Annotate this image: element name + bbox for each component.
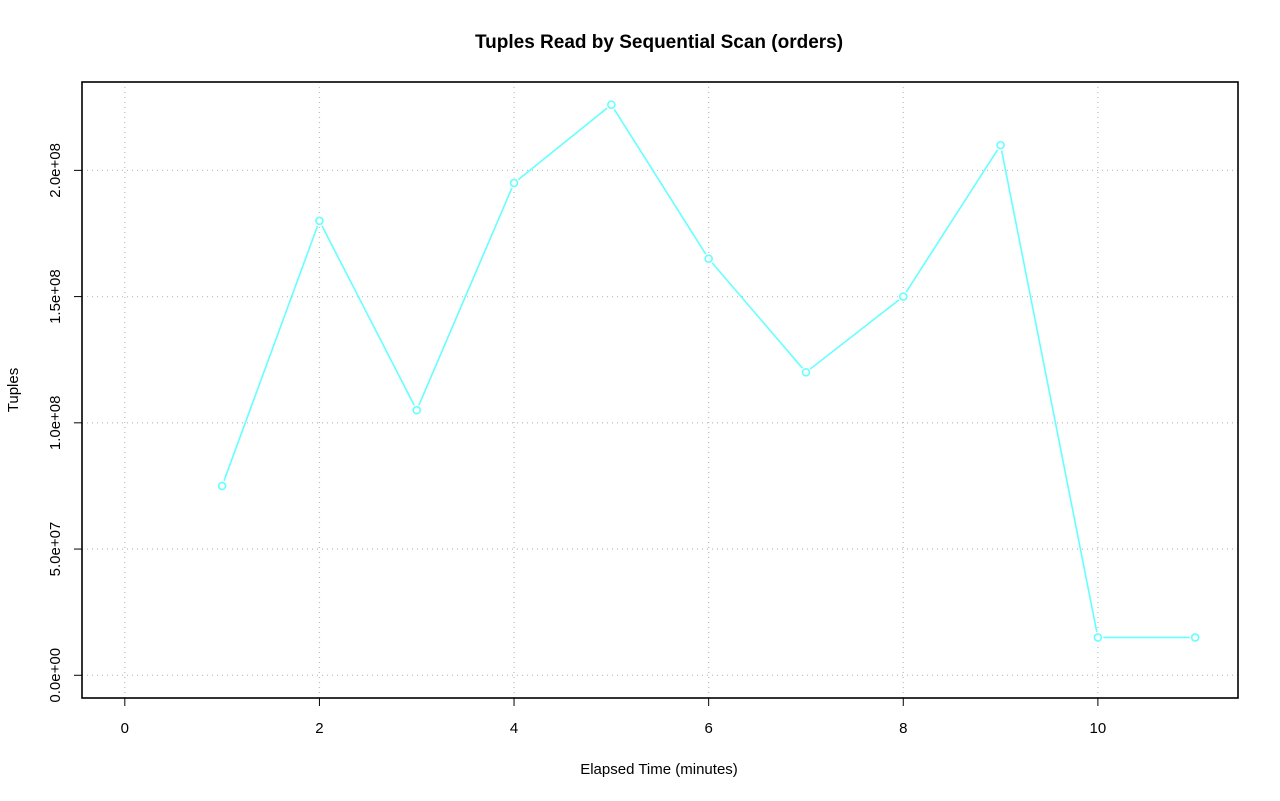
y-tick-label: 5.0e+07 — [47, 522, 64, 577]
data-point — [801, 368, 811, 377]
x-tick-label: 10 — [1090, 720, 1107, 737]
x-axis-label: Elapsed Time (minutes) — [580, 761, 738, 778]
data-point — [996, 140, 1005, 150]
data-point — [607, 100, 616, 110]
x-tick-label: 8 — [899, 720, 907, 737]
data-point — [412, 405, 422, 415]
plot-frame — [81, 81, 1239, 699]
data-point — [1190, 633, 1200, 642]
data-point — [217, 481, 227, 491]
data-point — [1093, 633, 1103, 642]
data-point — [315, 216, 324, 226]
y-tick-label: 1.5e+08 — [47, 269, 64, 324]
chart-title: Tuples Read by Sequential Scan (orders) — [475, 32, 843, 53]
data-point — [704, 254, 713, 264]
data-point — [509, 178, 519, 188]
x-tick-label: 6 — [704, 720, 712, 737]
y-tick-label: 0.0e+00 — [47, 648, 64, 703]
y-axis-label: Tuples — [5, 368, 22, 412]
y-tick-label: 2.0e+08 — [47, 143, 64, 198]
x-tick-label: 0 — [121, 720, 129, 737]
data-point — [898, 292, 908, 301]
y-tick-label: 1.0e+08 — [47, 395, 64, 450]
x-tick-label: 2 — [315, 720, 323, 737]
x-tick-label: 4 — [510, 720, 518, 737]
